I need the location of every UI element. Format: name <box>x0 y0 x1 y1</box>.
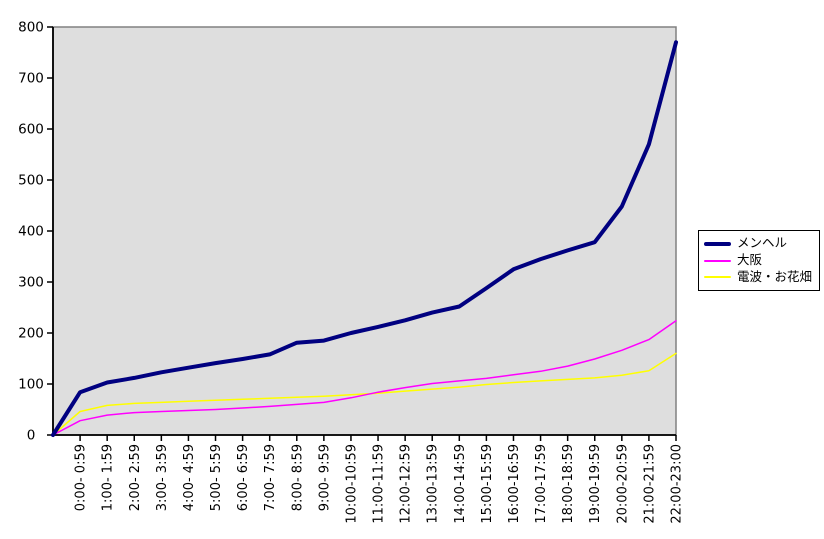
legend-item: 大阪 <box>704 254 817 267</box>
series-line-2 <box>52 352 677 436</box>
x-axis-label: 3:00- 3:59 <box>155 444 170 511</box>
x-axis-label: 19:00-19:59 <box>588 444 603 524</box>
legend-label: メンヘル <box>737 235 788 251</box>
y-axis-label: 300 <box>18 275 44 291</box>
x-axis-label: 13:00-13:59 <box>426 444 441 524</box>
legend-item: 電波・お花畑 <box>704 271 817 284</box>
y-axis-label: 500 <box>18 173 44 189</box>
x-axis-label: 5:00- 5:59 <box>209 444 224 511</box>
x-axis-label: 22:00-23:00 <box>670 444 685 524</box>
x-axis-label: 12:00-12:59 <box>399 444 414 524</box>
x-axis-label: 4:00- 4:59 <box>182 444 197 511</box>
legend-item: メンヘル <box>704 237 817 250</box>
y-axis-label: 700 <box>18 71 44 87</box>
legend-line-swatch <box>704 259 731 262</box>
x-axis-label: 10:00-10:59 <box>344 444 359 524</box>
x-axis-label: 11:00-11:59 <box>372 444 387 524</box>
x-axis-label: 6:00- 6:59 <box>236 444 251 511</box>
y-axis-label: 600 <box>18 122 44 138</box>
y-axis-label: 800 <box>18 20 44 36</box>
y-axis-label: 0 <box>27 428 36 444</box>
x-axis-label: 18:00-18:59 <box>561 444 576 524</box>
plot-background <box>52 26 677 436</box>
x-axis-label: 16:00-16:59 <box>507 444 522 524</box>
x-axis-label: 9:00- 9:59 <box>317 444 332 511</box>
legend-label: 大阪 <box>737 252 763 268</box>
legend-label: 電波・お花畑 <box>737 269 813 285</box>
x-axis-label: 14:00-14:59 <box>453 444 468 524</box>
x-axis-label: 20:00-20:59 <box>615 444 630 524</box>
series-line-1 <box>52 320 677 436</box>
x-axis-label: 15:00-15:59 <box>480 444 495 524</box>
series-line-0 <box>51 40 678 437</box>
x-axis-label: 17:00-17:59 <box>534 444 549 524</box>
legend: メンヘル 大阪 電波・お花畑 <box>698 230 820 291</box>
x-axis-label: 1:00- 1:59 <box>101 444 116 511</box>
x-axis-label: 8:00- 8:59 <box>290 444 305 511</box>
y-axis-label: 200 <box>18 326 44 342</box>
x-axis-label: 2:00- 2:59 <box>128 444 143 511</box>
y-axis-label: 100 <box>18 377 44 393</box>
legend-line-swatch <box>704 241 731 246</box>
x-axis-label: 0:00- 0:59 <box>74 444 89 511</box>
x-axis-label: 7:00- 7:59 <box>263 444 278 511</box>
y-axis-label: 400 <box>18 224 44 240</box>
x-axis-label: 21:00-21:59 <box>642 444 657 524</box>
legend-line-swatch <box>704 276 731 279</box>
